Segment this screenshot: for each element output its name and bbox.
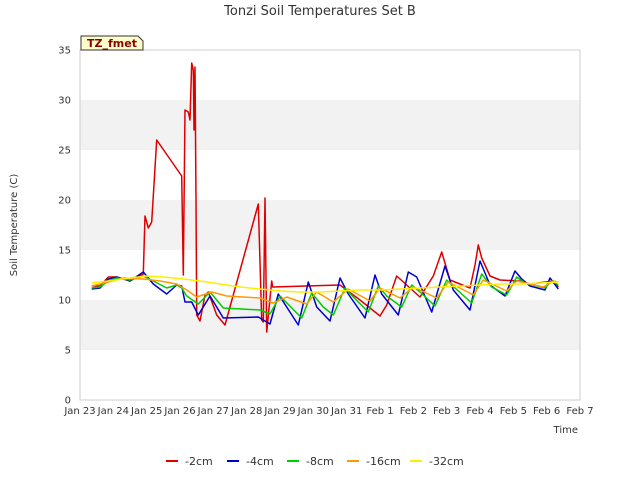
- legend-label: -8cm: [306, 455, 334, 468]
- y-tick-label: 35: [58, 46, 71, 57]
- y-tick-label: 0: [65, 396, 71, 407]
- legend-label: -2cm: [185, 455, 213, 468]
- legend: -2cm -4cm -8cm -16cm -32cm: [166, 455, 464, 468]
- y-tick-label: 25: [58, 146, 71, 157]
- badge-text: TZ_fmet: [87, 37, 137, 50]
- grid-band: [80, 50, 580, 100]
- legend-label: -4cm: [246, 455, 274, 468]
- y-tick-label: 30: [58, 96, 71, 107]
- site-badge: TZ_fmet: [80, 35, 144, 51]
- x-tick-label: Feb 2: [400, 406, 427, 417]
- grid-band: [80, 200, 580, 250]
- x-tick-label: Feb 1: [366, 406, 393, 417]
- series-line-minus-32cm: [91, 275, 559, 293]
- x-tick-label: Jan 24: [97, 406, 129, 417]
- grid-band: [80, 350, 580, 400]
- legend-label: -32cm: [429, 455, 464, 468]
- series-line-minus-16cm: [91, 277, 559, 305]
- x-tick-label: Feb 5: [500, 406, 527, 417]
- x-tick-label: Feb 6: [533, 406, 560, 417]
- y-tick-label: 20: [58, 196, 71, 207]
- x-tick-label: Jan 30: [297, 406, 329, 417]
- y-axis-label: Soil Temperature (C): [9, 174, 20, 277]
- chart-title: Tonzi Soil Temperatures Set B: [223, 4, 416, 19]
- x-tick-label: Jan 29: [263, 406, 295, 417]
- legend-label: -16cm: [366, 455, 401, 468]
- x-tick-label: Feb 4: [466, 406, 493, 417]
- grid-band: [80, 150, 580, 200]
- grid-band: [80, 250, 580, 300]
- x-axis-label: Time: [553, 425, 578, 436]
- series-lines: [91, 62, 559, 333]
- grid-band: [80, 300, 580, 350]
- series-line-minus-8cm: [91, 273, 559, 319]
- x-tick-label: Feb 7: [566, 406, 593, 417]
- badge-box: [80, 35, 144, 51]
- y-tick-label: 15: [58, 246, 71, 257]
- grid-bands: [80, 50, 580, 400]
- x-tick-label: Jan 26: [163, 406, 195, 417]
- x-tick-label: Jan 25: [130, 406, 162, 417]
- y-tick-label: 5: [65, 346, 71, 357]
- grid-band: [80, 100, 580, 150]
- plot-area: [79, 49, 581, 401]
- x-tick-label: Jan 28: [230, 406, 262, 417]
- series-line-minus-2cm: [91, 62, 559, 333]
- x-axis-ticks: Jan 23 Jan 24 Jan 25 Jan 26 Jan 27 Jan 28 Jan …: [63, 406, 593, 417]
- x-tick-label: Jan 31: [330, 406, 362, 417]
- y-axis-ticks: 0 5 10 15 20 25 30 35: [58, 46, 71, 407]
- x-tick-label: Feb 3: [433, 406, 460, 417]
- y-tick-label: 10: [58, 296, 71, 307]
- x-tick-label: Jan 23: [63, 406, 95, 417]
- x-tick-label: Jan 27: [197, 406, 229, 417]
